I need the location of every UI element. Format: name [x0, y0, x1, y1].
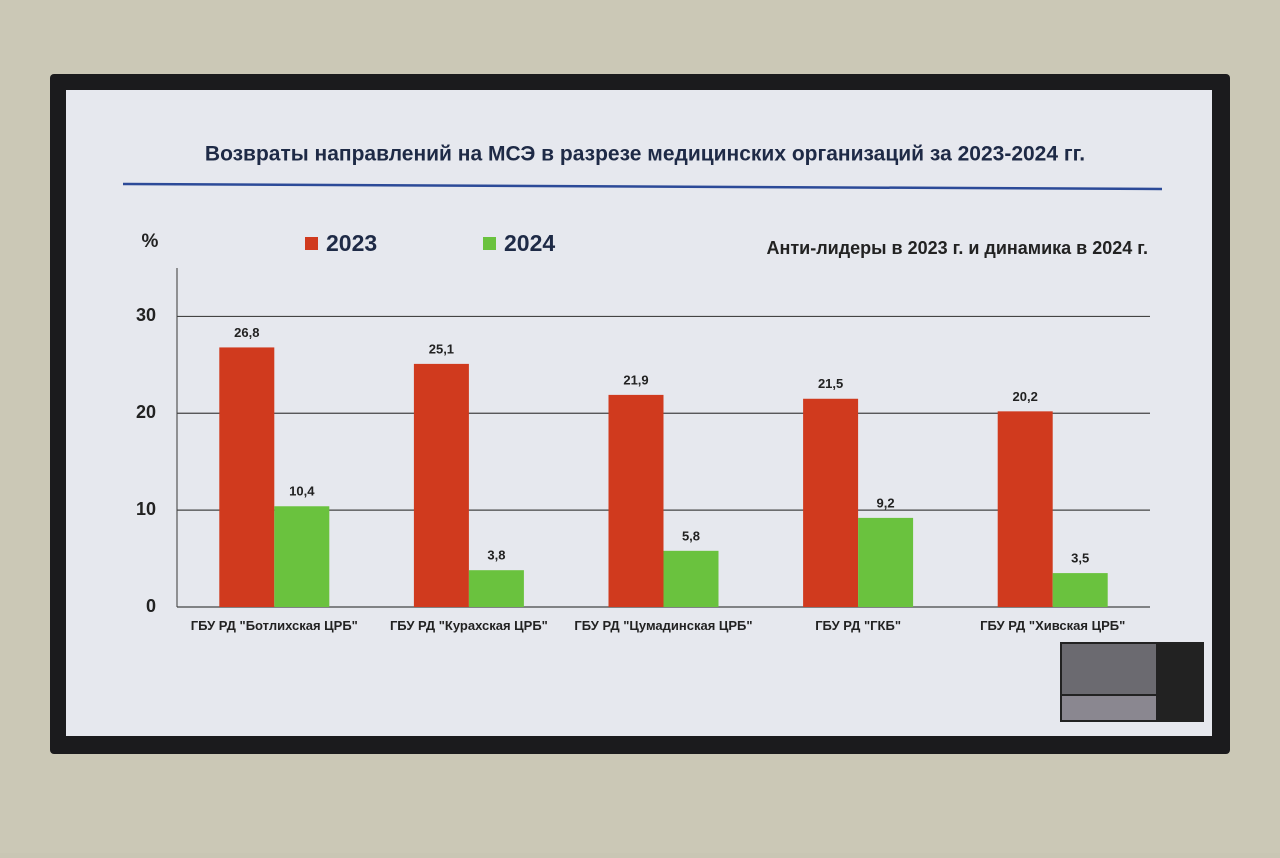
value-label: 9,2 [877, 495, 895, 510]
bar [663, 550, 719, 607]
value-label: 21,5 [818, 376, 843, 391]
y-tick-label: 20 [136, 402, 156, 422]
x-tick-label: ГБУ РД "Курахская ЦРБ" [389, 618, 548, 633]
legend-label: 2023 [326, 230, 377, 256]
bar [803, 398, 859, 607]
bar [997, 411, 1053, 607]
x-tick-label: ГБУ РД "ГКБ" [815, 618, 901, 633]
x-tick-label: ГБУ РД "Ботлихская ЦРБ" [190, 618, 358, 633]
y-tick-label: 10 [136, 499, 156, 519]
value-label: 25,1 [429, 341, 454, 356]
y-tick-label: 30 [136, 305, 156, 325]
value-label: 3,8 [487, 548, 505, 563]
bar [219, 347, 275, 607]
value-label: 3,5 [1071, 551, 1089, 566]
value-label: 5,8 [682, 528, 700, 543]
x-tick-label: ГБУ РД "Хивская ЦРБ" [980, 618, 1126, 633]
chart-subtitle: Анти-лидеры в 2023 г. и динамика в 2024 … [766, 238, 1148, 258]
bar [413, 363, 469, 607]
x-tick-label-box: ГБУ РД "Хивская ЦРБ" [980, 618, 1126, 633]
y-tick-label: 0 [146, 596, 156, 616]
value-label: 26,8 [234, 325, 259, 340]
bar [1052, 573, 1108, 607]
legend-label: 2024 [504, 230, 555, 256]
x-tick-label-box: ГБУ РД "Ботлихская ЦРБ" [190, 618, 358, 633]
value-label: 10,4 [289, 484, 315, 499]
webcam-video [1062, 644, 1156, 694]
value-label: 20,2 [1013, 389, 1038, 404]
bar [274, 506, 330, 607]
y-axis-label: % [142, 231, 159, 252]
legend-swatch [483, 237, 496, 250]
title-rule [122, 182, 1163, 191]
bar [858, 517, 914, 607]
value-label: 21,9 [623, 372, 648, 387]
x-tick-label-box: ГБУ РД "Курахская ЦРБ" [389, 618, 548, 633]
webcam-video [1062, 696, 1156, 720]
x-tick-label-box: ГБУ РД "ГКБ" [815, 618, 901, 633]
chart-title: Возвраты направлений на МСЭ в разрезе ме… [205, 143, 1085, 166]
bar [468, 570, 524, 607]
legend-swatch [305, 237, 318, 250]
x-tick-label-box: ГБУ РД "Цумадинская ЦРБ" [574, 618, 753, 633]
bar [608, 394, 664, 607]
x-tick-label: ГБУ РД "Цумадинская ЦРБ" [574, 618, 753, 633]
